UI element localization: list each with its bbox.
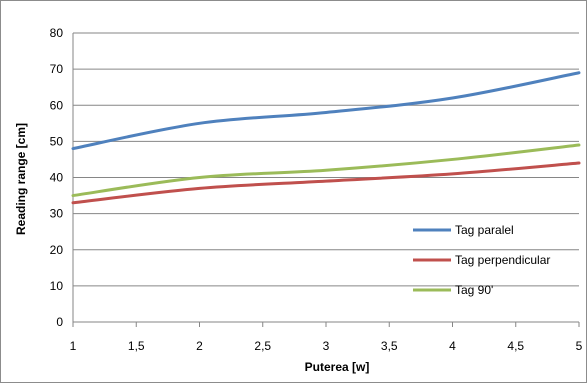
series-line-0 xyxy=(71,71,581,151)
y-tick-label: 80 xyxy=(50,26,64,40)
legend: Tag paralel Tag perpendicular Tag 90' xyxy=(413,223,550,297)
legend-label: Tag perpendicular xyxy=(455,253,550,267)
x-tick-label: 1 xyxy=(70,339,77,353)
y-tick-labels: 0 10 20 30 40 50 60 70 80 xyxy=(50,26,64,329)
y-tick-label: 40 xyxy=(50,171,64,185)
y-tick-label: 60 xyxy=(50,98,64,112)
x-tick-label: 3,5 xyxy=(381,339,398,353)
x-tick-label: 2,5 xyxy=(254,339,271,353)
x-axis-title: Puterea [w] xyxy=(305,360,370,374)
x-tick-labels: 1 1,5 2 2,5 3 3,5 4 4,5 5 xyxy=(70,339,583,353)
y-tick-label: 20 xyxy=(50,243,64,257)
axes xyxy=(72,33,580,327)
y-tick-label: 50 xyxy=(50,134,64,148)
legend-label: Tag 90' xyxy=(455,283,493,297)
y-tick-label: 10 xyxy=(50,279,64,293)
x-tick-label: 5 xyxy=(576,339,583,353)
x-tick-label: 2 xyxy=(196,339,203,353)
y-tick-label: 30 xyxy=(50,207,64,221)
y-axis-title: Reading range [cm] xyxy=(14,123,28,235)
x-tick-label: 4 xyxy=(449,339,456,353)
x-tick-label: 1,5 xyxy=(128,339,145,353)
series-line-1 xyxy=(71,161,581,205)
gridlines xyxy=(73,32,579,287)
series-lines xyxy=(71,71,581,205)
legend-label: Tag paralel xyxy=(455,223,514,237)
series-line-2 xyxy=(71,143,581,198)
x-tick-label: 3 xyxy=(323,339,330,353)
x-tick-label: 4,5 xyxy=(507,339,524,353)
y-tick-label: 0 xyxy=(56,315,63,329)
y-tick-label: 70 xyxy=(50,62,64,76)
